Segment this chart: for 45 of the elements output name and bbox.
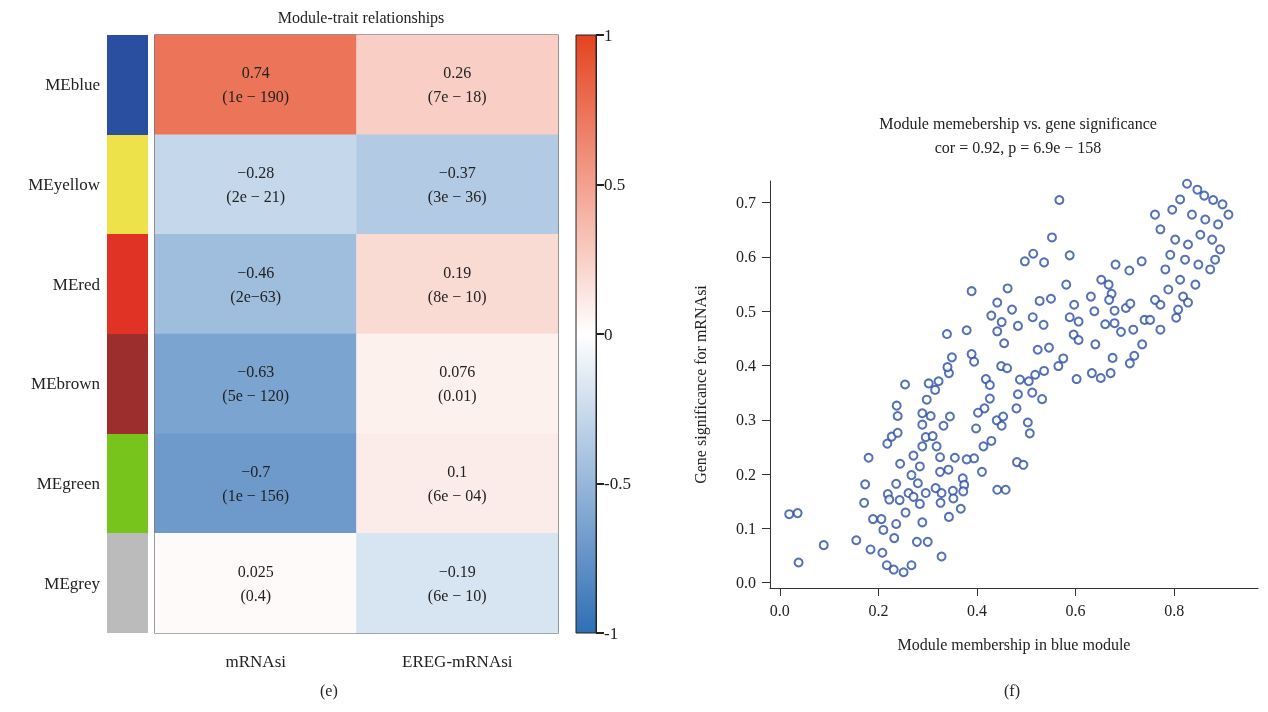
x-tick-label: mRNAsi [225, 652, 287, 671]
color-bar-label: -1 [604, 623, 619, 643]
data-label: −0.37 (3e − 36) [427, 164, 487, 206]
x-tick-label: 0.0 [769, 601, 790, 619]
y-tick-label: 0.0 [736, 574, 756, 592]
x-tick-label: 0.6 [1065, 601, 1086, 619]
color-bar-label: 1 [604, 25, 613, 45]
y-tick-label: 0.7 [736, 194, 756, 212]
color-bar-label: -0.5 [604, 474, 631, 493]
y-tick-label: MEgreen [36, 474, 101, 493]
y-tick-label: MEyellow [28, 175, 101, 194]
x-tick-label: 0.8 [1164, 601, 1185, 619]
data-label: 0.19 (8e − 10) [427, 263, 487, 306]
data-label: 0.26 (7e − 18) [427, 64, 487, 107]
data-label: 0.076 (0.01) [437, 363, 477, 406]
data-label: 0.1 (6e − 04) [427, 463, 487, 505]
x-tick-label: EREG-mRNAsi [402, 652, 513, 671]
text: (f) [1004, 681, 1020, 700]
x-tick-label: 0.2 [868, 601, 889, 619]
data-label: −0.7 (1e − 156) [222, 463, 290, 505]
y-tick-label: MEred [52, 274, 101, 294]
data-label: 0.74 (1e − 190) [222, 64, 290, 107]
chart-title: Module-trait relationships [277, 8, 445, 27]
y-tick-label: MEbrown [31, 374, 101, 394]
y-tick-label: MEgrey [44, 573, 101, 593]
color-bar-label: 0 [604, 324, 613, 344]
data-label: −0.63 (5e − 120) [222, 363, 290, 406]
y-tick-label: 0.4 [736, 357, 756, 375]
y-tick-label: 0.1 [736, 519, 756, 537]
data-label: −0.19 (6e − 10) [427, 562, 487, 605]
y-tick-label: 0.3 [736, 411, 756, 429]
color-bar-label: 0.5 [604, 175, 626, 194]
x-axis-title: Module membership in blue module [897, 635, 1131, 654]
y-tick-label: 0.6 [736, 248, 756, 266]
data-label: −0.28 (2e − 21) [226, 164, 286, 206]
x-tick-label: 0.4 [967, 601, 988, 619]
y-tick-label: 0.2 [736, 465, 756, 483]
chart-title: Module memebership vs. gene significance [879, 114, 1157, 133]
data-label: 0.025 (0.4) [237, 562, 274, 605]
y-tick-label: MEblue [45, 75, 100, 95]
y-tick-label: 0.5 [736, 302, 756, 320]
y-axis-title: Gene significance for mRNAsi [691, 284, 710, 484]
chart-subtitle: cor = 0.92, p = 6.9e − 158 [934, 138, 1102, 157]
text: (e) [320, 681, 338, 700]
data-label: −0.46 (2e−63) [230, 263, 282, 306]
